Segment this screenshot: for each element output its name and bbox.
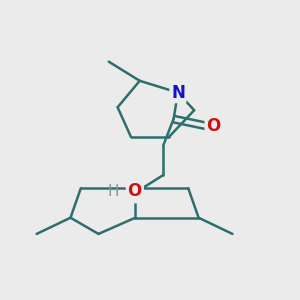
- Text: N: N: [128, 184, 142, 202]
- Text: H: H: [107, 184, 119, 199]
- Text: N: N: [171, 84, 185, 102]
- Text: O: O: [206, 117, 220, 135]
- Text: O: O: [128, 182, 142, 200]
